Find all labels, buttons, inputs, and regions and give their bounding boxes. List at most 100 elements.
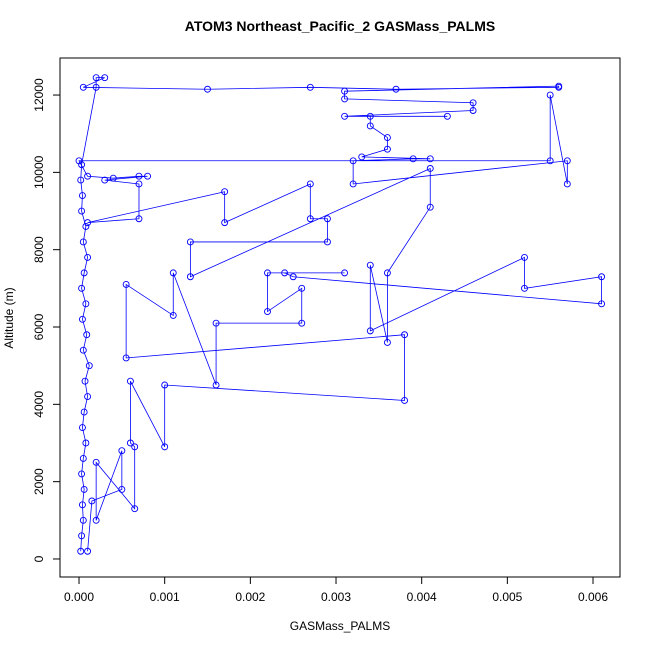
data-point [126,377,134,385]
data-point [426,155,434,163]
data-point [306,83,314,91]
data-point [598,273,606,281]
data-point [84,219,92,227]
data-point [409,155,417,163]
x-tick-label: 0.004 [407,590,437,604]
data-point [204,85,211,93]
data-point [349,157,357,165]
data-point [79,455,87,462]
data-point [323,238,331,246]
data-point [401,397,408,404]
data-point [426,165,434,172]
data-point [126,439,134,447]
data-point [135,172,143,180]
data-point [298,319,306,327]
data-point [366,261,374,269]
data-point [101,176,109,184]
data-point [392,85,400,93]
data-point [144,172,152,180]
x-tick-label: 0.002 [235,590,265,604]
data-point [366,122,374,130]
data-point [358,153,366,161]
data-point [341,112,349,120]
data-point [469,99,477,107]
data-point [85,362,93,370]
data-point [78,207,86,215]
data-point [79,516,87,524]
x-tick-label: 0.001 [150,590,180,604]
data-point [82,223,90,230]
data-point [383,134,391,142]
data-point [401,331,408,339]
data-point [78,192,86,200]
data-point [78,284,86,292]
data-point [83,331,91,339]
data-point [92,516,100,524]
x-tick-label: 0.003 [321,590,351,604]
data-point [546,91,554,99]
y-tick-label: 4000 [32,391,46,418]
data-point [221,219,229,227]
x-tick-label: 0.000 [64,590,94,604]
data-point [92,458,100,466]
data-point [341,269,349,277]
y-tick-label: 2000 [32,468,46,495]
data-point [78,470,86,478]
x-tick-label: 0.005 [492,590,522,604]
data-point [122,281,130,288]
data-point [135,180,143,188]
data-point [264,269,271,277]
x-tick-label: 0.006 [578,590,608,604]
y-tick-label: 0 [32,555,46,562]
data-point [563,157,571,165]
data-point [79,83,87,91]
data-point [546,157,554,165]
y-axis-label: Altitude (m) [2,287,16,348]
y-tick-label: 6000 [32,313,46,340]
data-point [101,74,109,82]
plot-frame [59,57,621,578]
data-point [92,83,100,91]
data-point [281,269,289,277]
data-point [264,308,271,315]
data-point [598,300,606,308]
data-point [84,393,92,401]
data-point [426,203,434,211]
data-point [78,501,86,509]
data-point [109,174,117,182]
data-point [341,87,349,95]
data-point [169,269,177,277]
x-axis-label: GASMass_PALMS [290,619,390,633]
y-tick-label: 10000 [32,155,46,189]
data-point [78,424,86,431]
data-point [341,95,349,103]
data-point [92,74,100,82]
data-point [289,273,297,281]
data-point [383,269,391,277]
data-point [77,547,85,555]
data-point [186,273,194,281]
data-point [221,188,229,196]
data-point [80,269,88,277]
y-tick-label: 8000 [32,236,46,263]
data-point [84,172,92,180]
data-point [366,327,374,335]
data-point [169,311,177,319]
data-point [383,339,391,346]
data-point [78,315,86,323]
data-point [366,112,374,120]
data-point [80,408,88,416]
data-point [212,319,220,327]
data-point [80,485,88,493]
data-point [161,381,169,389]
data-point [118,485,126,493]
data-point [521,284,528,292]
data-point [88,497,96,505]
data-line [78,77,602,552]
data-point [323,215,331,223]
data-point [555,82,563,90]
data-point [79,346,87,354]
data-point [118,447,126,455]
